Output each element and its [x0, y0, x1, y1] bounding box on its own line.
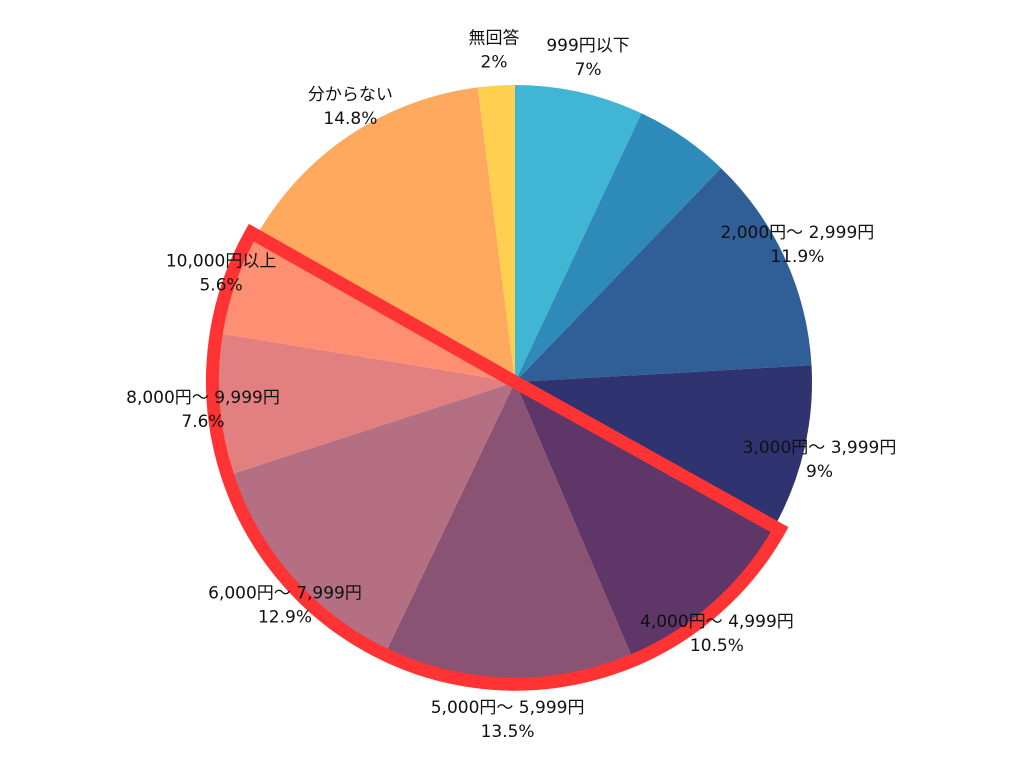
- slice-category-label: 5,000円～ 5,999円: [431, 698, 585, 718]
- slice-percent-label: 7.6%: [181, 412, 224, 432]
- slice-label: 999円以下 7%: [546, 36, 629, 80]
- slice-label: 8,000円～ 9,999円 7.6%: [126, 388, 280, 432]
- labels-layer: 999円以下 7% 2,000円～ 2,999円 11.9% 3,000円～ 3,999…: [126, 29, 896, 742]
- slice-category-label: 6,000円～ 7,999円: [208, 584, 362, 604]
- pie-slice: [386, 382, 632, 679]
- pie-slice: [515, 168, 812, 382]
- slice-percent-label: 9%: [806, 462, 833, 482]
- slice-label: 無回答 2%: [469, 29, 520, 73]
- highlight-layer: [205, 223, 789, 691]
- highlight-outline: [205, 223, 789, 691]
- pie-slice: [515, 113, 722, 383]
- slice-category-label: 3,000円～ 3,999円: [743, 438, 897, 458]
- slice-category-label: 無回答: [469, 29, 520, 49]
- slice-percent-label: 12.9%: [258, 608, 312, 628]
- slice-label: 5,000円～ 5,999円 13.5%: [431, 698, 585, 742]
- slice-category-label: 999円以下: [546, 36, 629, 56]
- pie-slice: [515, 365, 813, 527]
- slice-label: 6,000円～ 7,999円 12.9%: [208, 584, 362, 628]
- slice-category-label: 2,000円～ 2,999円: [721, 223, 875, 243]
- slice-percent-label: 10.5%: [690, 636, 744, 656]
- slice-category-label: 4,000円～ 4,999円: [640, 612, 794, 632]
- slice-category-label: 8,000円～ 9,999円: [126, 388, 280, 408]
- pie-slice: [217, 333, 516, 474]
- pie-slice: [232, 382, 516, 650]
- pie-slice: [515, 382, 775, 656]
- slice-percent-label: 2%: [481, 53, 508, 73]
- pie-slice: [515, 85, 642, 382]
- slice-percent-label: 11.9%: [770, 247, 824, 267]
- slice-percent-label: 14.8%: [323, 109, 377, 129]
- slice-percent-label: 13.5%: [481, 722, 535, 742]
- slice-category-label: 10,000円以上: [166, 252, 276, 272]
- pie-slice: [256, 87, 515, 382]
- slice-label: 3,000円～ 3,999円 9%: [743, 438, 897, 482]
- slice-label: 2,000円～ 2,999円 11.9%: [721, 223, 875, 267]
- slice-label: 4,000円～ 4,999円 10.5%: [640, 612, 794, 656]
- pie-slice: [477, 85, 515, 382]
- slice-label: 10,000円以上 5.6%: [166, 252, 276, 296]
- slice-category-label: 分からない: [308, 85, 393, 105]
- slice-label: 分からない 14.8%: [308, 85, 393, 129]
- slice-percent-label: 5.6%: [199, 276, 242, 296]
- slice-percent-label: 7%: [575, 60, 602, 80]
